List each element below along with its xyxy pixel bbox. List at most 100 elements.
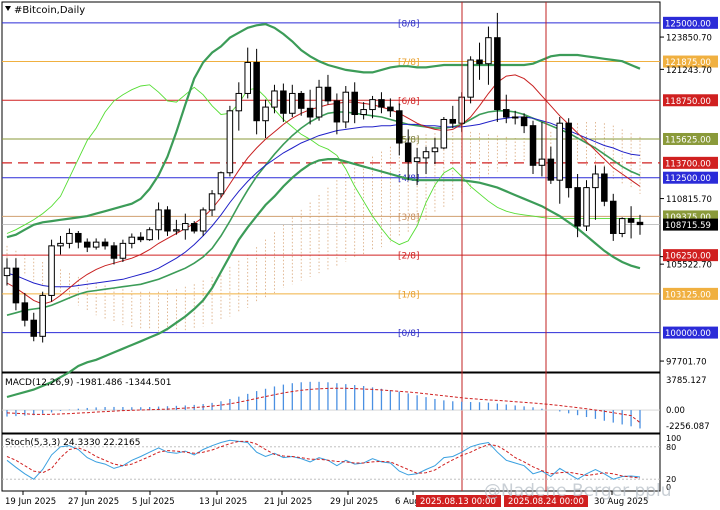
candle-body — [574, 187, 581, 227]
candle-body — [92, 241, 100, 248]
date-label: 13 Jul 2025 — [199, 497, 247, 507]
stoch-k-line — [6, 439, 641, 480]
candle-body — [57, 242, 64, 247]
candle-body — [556, 122, 564, 181]
candle-body — [324, 86, 332, 102]
price-marker-label: 121875.00 — [665, 58, 711, 68]
candle-body — [360, 109, 367, 116]
date-label: 6 Aug — [395, 497, 420, 507]
candle-body — [449, 118, 457, 124]
price-marker-label: 103125.00 — [665, 290, 711, 300]
candle-body — [520, 116, 528, 127]
candle-body — [440, 118, 448, 149]
tenkan-line — [6, 74, 641, 305]
candle-body — [280, 90, 287, 114]
date-label: 27 Jun 2025 — [68, 497, 119, 507]
session-marker-tag-bg — [416, 495, 501, 507]
candle-body — [83, 241, 91, 248]
stoch-scale-label: 100 — [666, 434, 681, 443]
candle-body — [21, 302, 29, 321]
stoch-scale-label: 0 — [666, 483, 671, 492]
candle-body — [297, 92, 305, 109]
price-marker-bg — [663, 287, 718, 300]
symbol-menu-icon[interactable] — [5, 6, 11, 11]
candle-body — [565, 122, 572, 189]
session-marker-tag: 2025.08.13 00:00 — [420, 497, 496, 507]
bollinger-upper — [6, 22, 641, 239]
price-label: 97701.70 — [666, 358, 707, 368]
candle-body — [315, 86, 323, 118]
murrey-label: [3/8] — [398, 213, 420, 223]
candle-body — [485, 37, 492, 65]
candle-body — [547, 158, 555, 181]
murrey-label: [6/8] — [398, 97, 420, 107]
macd-scale-label: 3785.127 — [666, 376, 707, 386]
murrey-label: [0/8] — [398, 329, 420, 339]
candle-body — [199, 209, 207, 232]
price-marker-bg — [663, 218, 718, 231]
price-marker-bg — [663, 16, 718, 29]
stoch-title: Stoch(5,3,3) 24.3330 22.2165 — [5, 438, 140, 448]
price-marker-label: 109375.00 — [665, 213, 711, 223]
stoch-scale-label: 80 — [666, 443, 676, 452]
murrey-label: [8/8] — [398, 19, 420, 29]
candle-body — [244, 61, 251, 94]
session-marker-tag: 2025.08.24 00:00 — [508, 497, 584, 507]
macd-frame — [1, 372, 661, 434]
candle-body — [306, 107, 314, 118]
candle-body — [592, 173, 599, 189]
price-marker-bg — [663, 156, 718, 169]
price-marker-label: 106250.00 — [665, 252, 711, 262]
price-marker-label: 125000.00 — [665, 19, 711, 29]
candle-body — [182, 223, 189, 231]
candle-body — [173, 229, 180, 232]
date-label: 19 Jun 2025 — [5, 497, 56, 507]
chart-title: #Bitcoin,Daily — [14, 5, 85, 16]
date-label: 29 Jul 2025 — [330, 497, 378, 507]
candle-body — [404, 142, 412, 163]
candle-body — [538, 158, 546, 166]
price-marker-label: 108715.59 — [665, 221, 711, 231]
price-label: 121243.70 — [666, 66, 712, 76]
candle-body — [387, 106, 394, 112]
candle-body — [511, 116, 519, 119]
candle-body — [3, 267, 11, 277]
watermark: @Nadene Berger pplu — [484, 481, 672, 501]
chart-frame — [1, 1, 661, 373]
candle-body — [262, 106, 269, 122]
stoch-scale-label: 20 — [666, 475, 676, 484]
date-label: 5 Jul 2025 — [132, 497, 175, 507]
candle-body — [66, 232, 73, 244]
candle-body — [618, 218, 626, 234]
price-marker-label: 115625.00 — [665, 135, 711, 145]
macd-scale-label: 0.00 — [666, 406, 685, 416]
murrey-label: [2/8] — [398, 252, 420, 262]
candle-body — [503, 109, 510, 118]
candle-body — [110, 245, 118, 259]
candle-body — [378, 99, 385, 108]
candle-body — [601, 173, 608, 202]
price-label: 110815.70 — [666, 195, 712, 205]
candle-body — [431, 147, 439, 153]
date-label: 30 Aug 2025 — [594, 497, 648, 507]
candle-body — [190, 223, 198, 232]
candle-body — [289, 92, 296, 114]
price-marker-bg — [663, 94, 718, 107]
price-marker-bg — [663, 326, 718, 339]
murrey-label: [5/8] — [398, 135, 420, 145]
candle-body — [30, 319, 38, 337]
candle-body — [39, 294, 46, 337]
candle-body — [48, 245, 55, 296]
price-marker-bg — [663, 132, 718, 145]
price-marker-label: 113700.00 — [665, 159, 711, 169]
candle-body — [636, 221, 644, 226]
price-marker-label: 100000.00 — [665, 329, 711, 339]
candle-body — [342, 91, 350, 123]
candle-body — [422, 151, 430, 159]
macd-signal-line — [6, 387, 641, 423]
candle-body — [155, 209, 162, 231]
candle-body — [369, 99, 376, 111]
candle-body — [609, 200, 617, 234]
price-marker-bg — [663, 249, 718, 262]
